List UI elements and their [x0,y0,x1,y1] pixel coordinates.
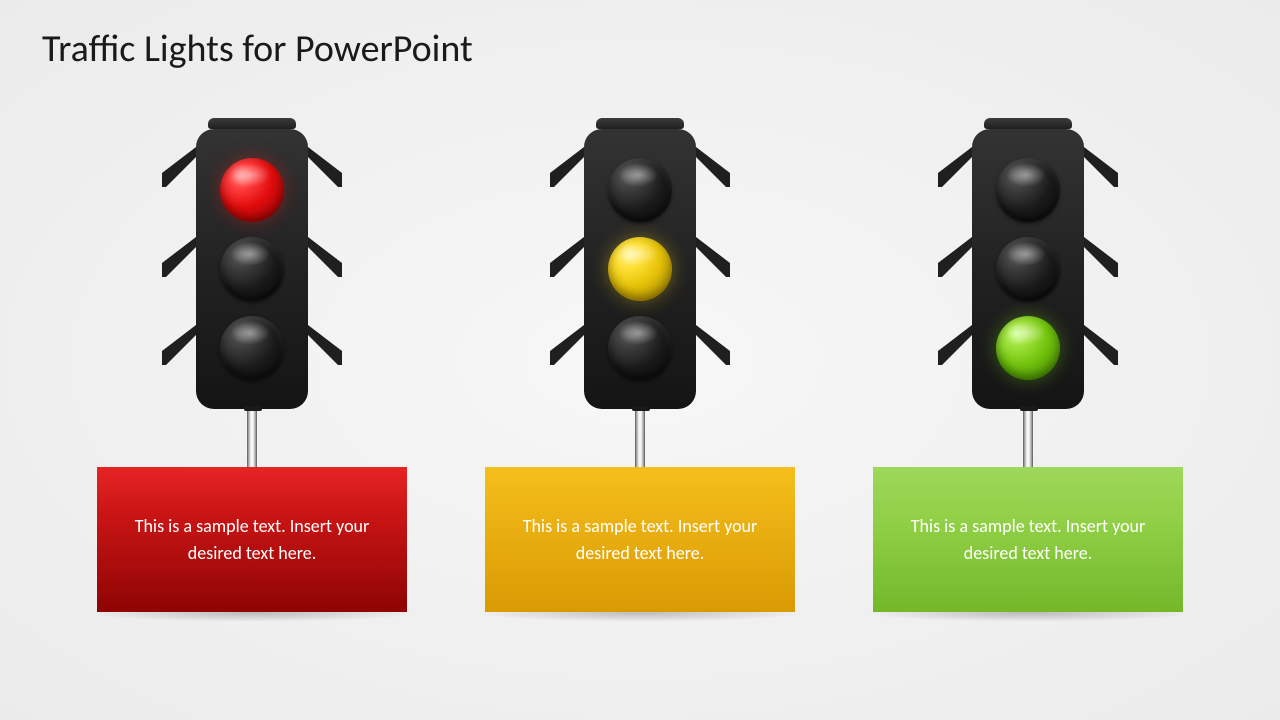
lamp-off [220,316,284,380]
box-shadow [475,604,805,622]
box-shadow [863,604,1193,622]
visor-icon [550,147,584,195]
visor-icon [308,325,342,373]
visor-icon [1084,237,1118,285]
caption-box-red: This is a sample text. Insert your desir… [97,467,407,612]
caption-text: This is a sample text. Insert your desir… [907,513,1149,565]
visor-icon [162,237,196,285]
housing-cap [208,118,296,129]
visor-icon [1084,147,1118,195]
pole [635,409,645,467]
pole [247,409,257,467]
lamp-off [608,158,672,222]
traffic-light-yellow: This is a sample text. Insert your desir… [485,118,795,612]
visor-icon [696,237,730,285]
traffic-light-assembly [938,118,1118,468]
box-shadow [87,604,417,622]
visor-icon [1084,325,1118,373]
housing-cap [984,118,1072,129]
lamp-off [996,237,1060,301]
visor-icon [162,147,196,195]
slide-title: Traffic Lights for PowerPoint [42,26,473,72]
visor-icon [550,325,584,373]
lamp-red-on [220,158,284,222]
housing [196,129,308,409]
housing-cap [596,118,684,129]
traffic-light-assembly [550,118,730,468]
caption-text: This is a sample text. Insert your desir… [131,513,373,565]
visor-icon [938,325,972,373]
traffic-lights-row: This is a sample text. Insert your desir… [0,118,1280,612]
traffic-light-green: This is a sample text. Insert your desir… [873,118,1183,612]
caption-text: This is a sample text. Insert your desir… [519,513,761,565]
caption-box-green: This is a sample text. Insert your desir… [873,467,1183,612]
visor-icon [696,147,730,195]
visor-icon [308,147,342,195]
lamp-yellow-on [608,237,672,301]
visor-icon [696,325,730,373]
visor-icon [308,237,342,285]
pole [1023,409,1033,467]
housing [584,129,696,409]
traffic-light-red: This is a sample text. Insert your desir… [97,118,407,612]
visor-icon [938,237,972,285]
lamp-off [608,316,672,380]
visor-icon [162,325,196,373]
traffic-light-assembly [162,118,342,468]
lamp-off [996,158,1060,222]
lamp-green-on [996,316,1060,380]
visor-icon [938,147,972,195]
lamp-off [220,237,284,301]
caption-box-yellow: This is a sample text. Insert your desir… [485,467,795,612]
housing [972,129,1084,409]
visor-icon [550,237,584,285]
